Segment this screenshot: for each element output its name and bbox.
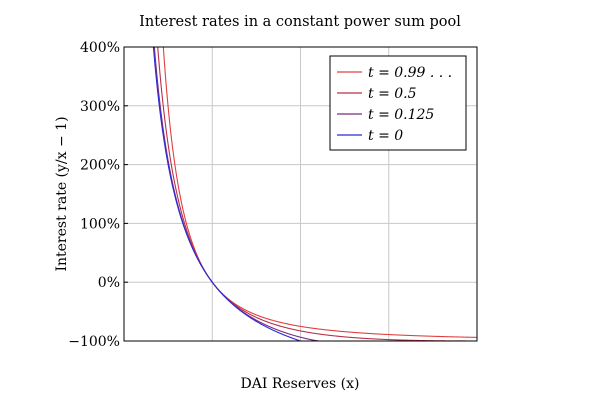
y-axis-ticks: 400% 300% 200% 100% 0% −100% [68, 40, 128, 350]
y-tick-label: 0% [98, 275, 120, 291]
x-axis-label: DAI Reserves (x) [241, 376, 360, 392]
y-tick-label: 400% [80, 40, 120, 56]
y-tick-label: 200% [80, 158, 120, 174]
legend: t = 0.99 . . . t = 0.5 t = 0.125 t = 0 [329, 55, 467, 151]
y-tick-label: 300% [80, 99, 120, 115]
legend-label-1: t = 0.5 [368, 86, 417, 102]
chart-title: Interest rates in a constant power sum p… [139, 14, 461, 30]
y-tick-label: −100% [68, 334, 120, 350]
plot-frame [123, 46, 478, 342]
legend-label-3: t = 0 [368, 128, 403, 144]
series-line-3 [152, 47, 301, 341]
legend-box [329, 55, 467, 151]
y-tick-label: 100% [80, 216, 120, 232]
legend-label-0: t = 0.99 . . . [368, 65, 452, 81]
y-axis-label: Interest rate (y/x − 1) [54, 116, 70, 271]
legend-label-2: t = 0.125 [368, 107, 434, 123]
